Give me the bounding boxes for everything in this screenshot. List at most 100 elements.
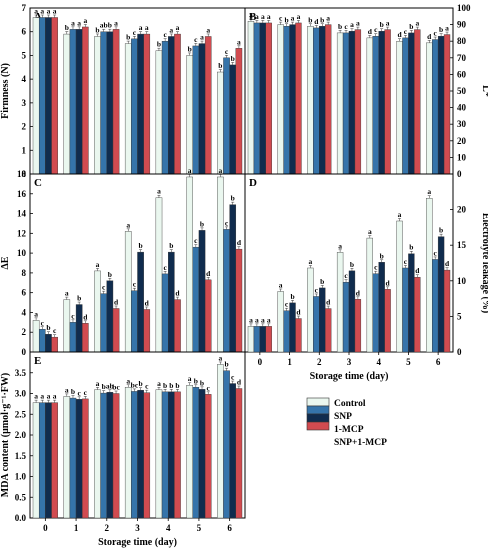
bar [253, 22, 261, 175]
significance-label: d [206, 269, 211, 278]
bar [366, 37, 373, 175]
y-tick-label: 4 [22, 307, 27, 317]
significance-label: b [231, 194, 235, 203]
bar [426, 198, 433, 353]
significance-label: b [71, 387, 75, 396]
significance-label: a [338, 241, 342, 250]
bar [69, 322, 77, 353]
bar [437, 36, 445, 175]
bar [289, 24, 296, 175]
bar [217, 71, 224, 175]
bar [378, 31, 385, 175]
significance-label: a [96, 260, 100, 269]
significance-label: a [415, 19, 419, 28]
significance-label: d [368, 27, 373, 36]
bar [32, 402, 40, 519]
bar [38, 329, 46, 353]
bar [384, 289, 391, 353]
y-tick-label: 70 [457, 53, 467, 63]
significance-label: d [326, 298, 331, 307]
legend: Control SNP 1-MCP SNP+1-MCP [306, 397, 387, 448]
x-tick-label: 2 [317, 357, 322, 367]
bar [137, 251, 144, 353]
bar [277, 24, 284, 175]
significance-label: a [261, 12, 265, 21]
significance-label: a [267, 315, 271, 324]
significance-label: c [434, 248, 438, 257]
bar [295, 318, 302, 353]
y-tick-label: 5 [22, 50, 27, 60]
significance-label: c [145, 382, 149, 391]
significance-label: b [163, 381, 167, 390]
significance-label: d [356, 288, 361, 297]
bar [396, 41, 403, 175]
bar [94, 270, 101, 353]
significance-label: c [285, 300, 289, 309]
significance-label: a [188, 166, 192, 175]
significance-label: a [83, 16, 87, 25]
bar [155, 50, 163, 175]
significance-label: c [315, 285, 319, 294]
bar [307, 26, 314, 175]
y-tick-label: 10 [457, 152, 467, 162]
significance-label: b [108, 21, 112, 30]
significance-label: a [219, 166, 223, 175]
significance-label: a [356, 19, 360, 28]
significance-label: a [326, 14, 330, 23]
bar [168, 251, 175, 353]
significance-label: d [386, 278, 391, 287]
bar [143, 33, 151, 175]
panel-letter: E [34, 355, 41, 367]
significance-label: c [194, 35, 198, 44]
significance-label: c [225, 47, 229, 56]
significance-label: a [188, 374, 192, 383]
legend-label-control: Control [334, 399, 366, 409]
y-tick-label: 90 [457, 20, 467, 30]
bar [372, 273, 379, 353]
bar [229, 64, 237, 175]
significance-label: c [374, 25, 378, 34]
significance-label: a [96, 379, 100, 388]
significance-label: b [194, 376, 198, 385]
significance-label: c [207, 383, 211, 392]
significance-label: d [397, 30, 402, 39]
significance-label: b [77, 294, 81, 303]
legend-swatch-snp [306, 405, 330, 415]
bar [106, 31, 114, 175]
significance-label: c [374, 263, 378, 272]
significance-label: a [40, 392, 44, 401]
bar [325, 24, 332, 175]
significance-label: c [225, 218, 229, 227]
significance-label: a [267, 12, 271, 21]
y-tick-label: 6 [22, 288, 27, 298]
bar [402, 267, 409, 353]
significance-label: b [320, 15, 324, 24]
bar [112, 29, 120, 175]
significance-label: a [71, 18, 75, 27]
significance-label: c [77, 388, 81, 397]
significance-label: c [194, 236, 198, 245]
significance-label: a [114, 18, 118, 27]
bar [408, 32, 415, 175]
legend-label-snp-1mcp: SNP+1-MCP [334, 438, 387, 448]
legend-swatch-1mcp [306, 413, 330, 423]
bar [131, 391, 138, 519]
x-tick-label: 2 [105, 523, 110, 533]
significance-label: b [224, 360, 228, 369]
bar [372, 36, 379, 175]
significance-label: a [53, 6, 57, 15]
significance-label: b [157, 40, 161, 49]
significance-label: d [296, 308, 301, 317]
significance-label: d [237, 238, 242, 247]
significance-label: b [308, 15, 312, 24]
bar [38, 17, 46, 175]
significance-label: a [219, 353, 223, 362]
bar [192, 246, 200, 353]
significance-label: a [65, 385, 69, 394]
significance-label: a [368, 227, 372, 236]
y-tick-label: 4 [22, 74, 27, 84]
significance-label: c [41, 318, 45, 327]
bar [75, 304, 83, 353]
bar [161, 391, 169, 519]
